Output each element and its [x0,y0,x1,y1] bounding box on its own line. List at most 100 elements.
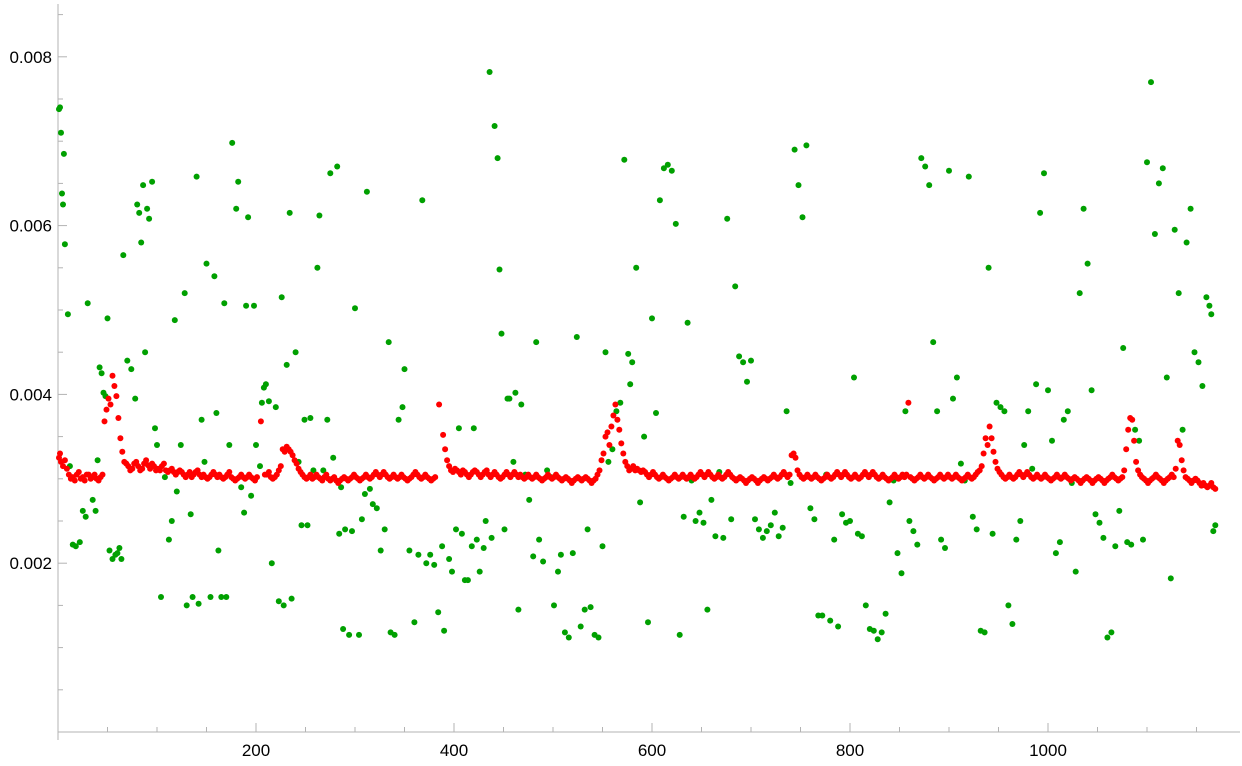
data-point [440,431,447,438]
data-point [1001,408,1008,415]
data-point [953,374,960,381]
data-point [862,602,869,609]
data-point [346,631,353,638]
x-tick-label: 600 [638,741,666,760]
data-point [898,570,905,577]
data-point [990,448,997,455]
data-point [124,357,131,364]
data-point [473,536,480,543]
data-point [874,636,881,643]
y-tick-label: 0.008 [9,48,52,67]
data-point [117,435,124,442]
data-point [618,440,625,447]
data-point [720,534,727,541]
data-point [755,526,762,533]
data-point [551,602,557,609]
data-point [1140,536,1146,543]
data-point [143,457,150,464]
data-point [411,619,418,626]
data-point [533,339,540,346]
data-point [894,550,901,557]
data-point [61,457,68,464]
data-point [918,155,925,162]
data-point [1096,519,1103,526]
data-point [64,311,71,318]
data-point [464,577,471,584]
data-point [458,530,465,537]
data-point [839,511,846,518]
data-point [381,526,388,533]
data-point [142,349,149,356]
data-point [146,215,153,222]
data-point [138,239,145,246]
data-point [1064,408,1071,415]
x-tick-label: 200 [242,741,270,760]
data-point [1183,239,1190,246]
data-point [811,516,818,523]
data-point [1116,507,1123,514]
data-point [491,123,498,129]
data-point [218,594,225,600]
data-point [989,530,996,537]
data-point [183,602,190,609]
data-point [442,446,449,453]
data-point [498,330,505,337]
data-point [620,450,627,457]
data-point [617,399,624,406]
data-point [752,516,758,523]
green-series [56,69,1219,643]
data-point [238,484,245,491]
data-point [1080,205,1087,212]
data-point [1195,359,1202,366]
data-point [1017,518,1024,524]
data-point [1092,511,1099,518]
data-point [187,511,194,518]
data-point [92,507,99,514]
data-point [470,425,477,432]
data-point [767,522,774,529]
data-point [577,623,584,630]
data-point [245,214,252,221]
data-point [75,469,82,475]
data-point [614,416,621,423]
data-point [144,205,151,212]
data-point [981,629,988,636]
data-point [922,163,929,170]
data-point [203,260,210,267]
data-point [106,547,113,554]
y-tick-label: 0.004 [9,385,52,404]
data-point [453,526,459,533]
data-point [621,156,628,163]
data-point [799,214,806,221]
data-point [89,496,96,503]
data-point [59,190,65,197]
data-point [441,627,448,634]
data-point [878,629,885,636]
data-point [1212,522,1219,529]
data-point [1170,474,1177,481]
data-point [320,467,327,474]
data-point [158,594,164,600]
data-point [555,568,561,575]
data-point [165,536,172,543]
data-point [1136,437,1143,444]
data-point [1187,205,1194,212]
data-point [763,528,770,535]
data-point [819,612,826,619]
data-point [783,408,790,415]
data-point [257,418,264,425]
data-point [510,458,517,465]
data-point [468,543,475,550]
x-tick-label: 400 [440,741,468,760]
data-point [728,516,735,523]
data-point [992,458,999,465]
data-point [664,161,671,168]
data-point [275,598,282,605]
data-point [625,350,632,357]
data-point [268,560,275,567]
data-point [740,359,747,366]
data-point [645,619,651,626]
data-point [653,410,659,416]
data-point [195,600,202,607]
data-point [1133,458,1140,465]
